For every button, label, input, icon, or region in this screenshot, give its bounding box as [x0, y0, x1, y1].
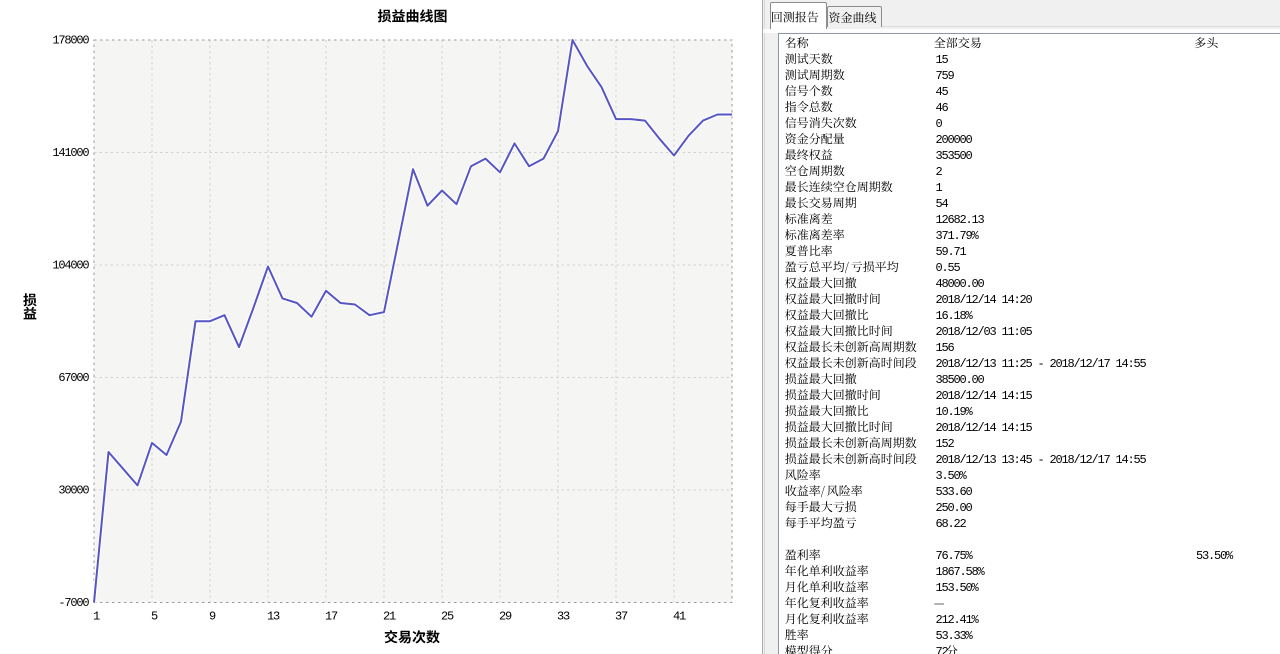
svg-text:533.60: 533.60	[936, 485, 973, 499]
svg-text:2: 2	[936, 165, 943, 179]
svg-text:5: 5	[151, 610, 158, 624]
svg-text:41: 41	[673, 610, 686, 624]
svg-text:29: 29	[499, 610, 512, 624]
svg-text:13: 13	[267, 610, 280, 624]
svg-text:153.50%: 153.50%	[936, 581, 980, 595]
svg-text:2018/12/14 14:15: 2018/12/14 14:15	[936, 389, 1033, 403]
svg-text:-7000: -7000	[58, 596, 89, 610]
svg-text:53.50%: 53.50%	[1196, 549, 1234, 563]
svg-text:178000: 178000	[52, 34, 89, 48]
svg-text:3.50%: 3.50%	[936, 469, 968, 483]
svg-text:16.18%: 16.18%	[936, 309, 974, 323]
svg-text:1: 1	[93, 610, 100, 624]
svg-text:2018/12/13 13:45 - 2018/12/17: 2018/12/13 13:45 - 2018/12/17 14:55	[936, 453, 1147, 467]
svg-text:0.55: 0.55	[936, 261, 961, 275]
svg-text:72: 72	[936, 645, 949, 654]
svg-text:2018/12/03 11:05: 2018/12/03 11:05	[936, 325, 1033, 339]
svg-text:54: 54	[936, 197, 949, 211]
svg-text:21: 21	[383, 610, 396, 624]
svg-text:30000: 30000	[58, 484, 89, 498]
svg-text:2018/12/14 14:20: 2018/12/14 14:20	[936, 293, 1033, 307]
svg-text:53.33%: 53.33%	[936, 629, 974, 643]
svg-text:37: 37	[615, 610, 628, 624]
svg-text:67000: 67000	[58, 371, 89, 385]
svg-text:38500.00: 38500.00	[936, 373, 985, 387]
svg-text:48000.00: 48000.00	[936, 277, 985, 291]
svg-text:0: 0	[936, 117, 943, 131]
svg-text:152: 152	[936, 437, 955, 451]
svg-text:156: 156	[936, 341, 955, 355]
svg-text:141000: 141000	[52, 146, 89, 160]
svg-text:12682.13: 12682.13	[936, 213, 985, 227]
svg-text:17: 17	[325, 610, 338, 624]
svg-text:10.19%: 10.19%	[936, 405, 974, 419]
svg-text:759: 759	[936, 69, 955, 83]
svg-text:25: 25	[441, 610, 454, 624]
svg-text:200000: 200000	[936, 133, 973, 147]
svg-text:33: 33	[557, 610, 570, 624]
svg-text:2018/12/13 11:25 - 2018/12/17: 2018/12/13 11:25 - 2018/12/17 14:55	[936, 357, 1147, 371]
svg-text:250.00: 250.00	[936, 501, 973, 515]
svg-text:9: 9	[209, 610, 216, 624]
svg-text:104000: 104000	[52, 259, 89, 273]
svg-text:371.79%: 371.79%	[936, 229, 980, 243]
svg-text:45: 45	[936, 85, 949, 99]
svg-text:15: 15	[936, 53, 949, 67]
svg-text:76.75%: 76.75%	[936, 549, 974, 563]
svg-text:1: 1	[936, 181, 943, 195]
svg-text:2018/12/14 14:15: 2018/12/14 14:15	[936, 421, 1033, 435]
svg-text:46: 46	[936, 101, 949, 115]
svg-text:1867.58%: 1867.58%	[936, 565, 986, 579]
svg-text:212.41%: 212.41%	[936, 613, 980, 627]
svg-text:59.71: 59.71	[936, 245, 967, 259]
svg-text:68.22: 68.22	[936, 517, 967, 531]
svg-text:353500: 353500	[936, 149, 973, 163]
